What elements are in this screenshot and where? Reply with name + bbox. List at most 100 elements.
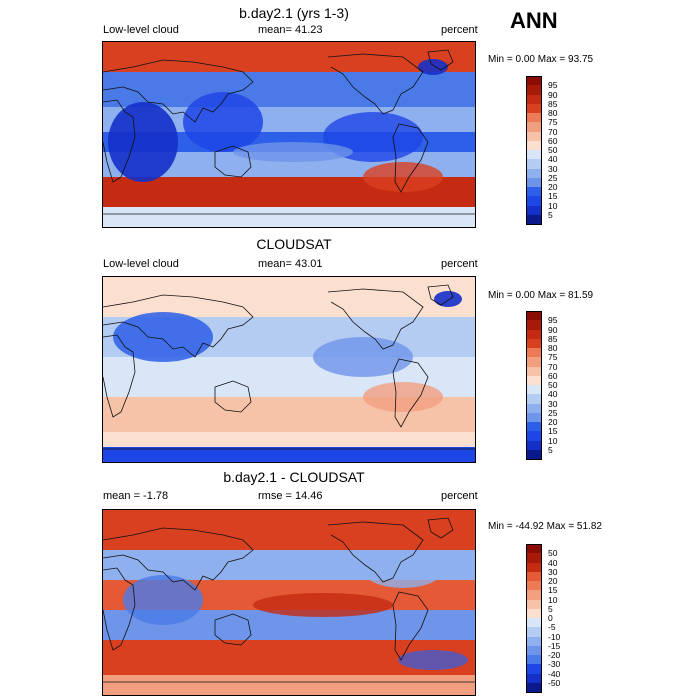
panel-3-mean-label: mean = -1.78: [103, 490, 169, 502]
colorbar-swatch: [526, 645, 542, 656]
panel-2-colorbar: 95 90 85 80 75 70 60 50 40 30 25 20 15 10 5: [526, 311, 586, 460]
colorbar-tick-label: 95: [548, 315, 558, 325]
colorbar-swatch: [526, 571, 542, 582]
colorbar-swatch: [526, 85, 542, 95]
colorbar-tick-label: 50: [548, 379, 558, 390]
colorbar-swatch: [526, 664, 542, 674]
colorbar-swatch: [526, 122, 542, 132]
colorbar-tick-label: 75: [548, 117, 558, 127]
colorbar-swatch: [526, 599, 542, 610]
colorbar-swatch: [526, 655, 542, 665]
colorbar-tick-label: 5: [548, 209, 553, 220]
colorbar-tick-label: 15: [548, 585, 558, 595]
colorbar-tick-label: 20: [548, 181, 558, 192]
colorbar-tick-label: 75: [548, 352, 558, 362]
colorbar-swatch: [526, 673, 542, 684]
panel-1-title: b.day2.1 (yrs 1-3): [239, 5, 349, 21]
colorbar-tick-label: 15: [548, 191, 558, 201]
colorbar-swatch: [526, 440, 542, 451]
colorbar-tick-label: 80: [548, 107, 558, 118]
colorbar-tick-label: 40: [548, 154, 558, 164]
colorbar-swatch: [526, 590, 542, 600]
colorbar-swatch: [526, 357, 542, 367]
colorbar-tick-label: 50: [548, 144, 558, 155]
colorbar-tick-label: 10: [548, 200, 558, 211]
panel-1-variable-label: Low-level cloud: [103, 24, 179, 36]
colorbar-swatch: [526, 403, 542, 414]
panel-1-map: [102, 41, 476, 228]
colorbar-tick-label: 60: [548, 370, 558, 381]
colorbar-swatch: [526, 76, 542, 86]
colorbar-swatch: [526, 422, 542, 432]
colorbar-swatch: [526, 449, 542, 460]
colorbar-swatch: [526, 682, 542, 693]
colorbar-tick-label: 20: [548, 416, 558, 427]
colorbar-tick-label: 15: [548, 426, 558, 436]
colorbar-swatch: [526, 375, 542, 386]
colorbar-swatch: [526, 131, 542, 142]
colorbar-swatch: [526, 113, 542, 123]
panel-3-units-label: percent: [441, 490, 478, 502]
panel-1-colorbar: 95 90 85 80 75 70 60 50 40 30 25 20 15 10 5: [526, 76, 586, 225]
panel-2-map: [102, 276, 476, 463]
colorbar-swatch: [526, 159, 542, 169]
colorbar-swatch: [526, 196, 542, 206]
colorbar-tick-label: 40: [548, 557, 558, 568]
panel-1-minmax: Min = 0.00 Max = 93.75: [488, 54, 594, 65]
colorbar-swatch: [526, 544, 542, 554]
colorbar-tick-label: 70: [548, 361, 558, 372]
panel-3-minmax: Min = -44.92 Max = 51.82: [488, 521, 602, 532]
colorbar-tick-label: 90: [548, 324, 558, 335]
colorbar-swatch: [526, 562, 542, 573]
panel-1-mean-label: mean= 41.23: [258, 24, 323, 36]
panel-2-variable-label: Low-level cloud: [103, 258, 179, 270]
colorbar-tick-label: 5: [548, 444, 553, 455]
colorbar-tick-label: 0: [548, 612, 553, 623]
colorbar-tick-label: 30: [548, 398, 558, 409]
colorbar-swatch: [526, 627, 542, 637]
colorbar-swatch: [526, 320, 542, 330]
colorbar-tick-label: 5: [548, 603, 553, 614]
colorbar-swatch: [526, 385, 542, 395]
colorbar-swatch: [526, 581, 542, 591]
colorbar-swatch: [526, 394, 542, 404]
colorbar-swatch: [526, 311, 542, 321]
colorbar-swatch: [526, 150, 542, 160]
colorbar-tick-label: 60: [548, 135, 558, 146]
panel-3-title: b.day2.1 - CLOUDSAT: [223, 469, 365, 485]
colorbar-tick-label: 30: [548, 163, 558, 174]
colorbar-tick-label: 90: [548, 89, 558, 100]
colorbar-tick-label: 30: [548, 566, 558, 577]
colorbar-tick-label: 40: [548, 389, 558, 399]
colorbar-tick-label: -20: [548, 649, 561, 660]
colorbar-tick-label: 85: [548, 98, 558, 109]
colorbar-swatch: [526, 338, 542, 349]
panel-2-mean-label: mean= 43.01: [258, 258, 323, 270]
colorbar-tick-label: 95: [548, 80, 558, 90]
colorbar-swatch: [526, 431, 542, 441]
colorbar-swatch: [526, 168, 542, 179]
colorbar-swatch: [526, 636, 542, 647]
panel-3-map: [102, 509, 476, 696]
panel-2-minmax: Min = 0.00 Max = 81.59: [488, 290, 594, 301]
colorbar-tick-label: 20: [548, 575, 558, 586]
colorbar-tick-label: 50: [548, 548, 558, 558]
colorbar-tick-label: -15: [548, 640, 561, 651]
colorbar-tick-label: -10: [548, 631, 561, 642]
panel-3-colorbar: 50 40 30 20 15 10 5 0 -5 -10 -15 -20 -30 -40 -50: [526, 544, 586, 693]
colorbar-swatch: [526, 187, 542, 197]
colorbar-tick-label: 80: [548, 342, 558, 353]
colorbar-swatch: [526, 366, 542, 377]
colorbar-swatch: [526, 618, 542, 628]
colorbar-tick-label: 25: [548, 172, 558, 183]
colorbar-tick-label: 25: [548, 407, 558, 418]
colorbar-swatch: [526, 177, 542, 188]
colorbar-tick-label: 70: [548, 126, 558, 137]
colorbar-tick-label: -50: [548, 677, 561, 688]
panel-2-units-label: percent: [441, 258, 478, 270]
colorbar-swatch: [526, 608, 542, 619]
colorbar-tick-label: -30: [548, 659, 561, 669]
panel-3-rmse-label: rmse = 14.46: [258, 490, 323, 502]
colorbar-swatch: [526, 103, 542, 114]
colorbar-tick-label: -5: [548, 622, 556, 632]
